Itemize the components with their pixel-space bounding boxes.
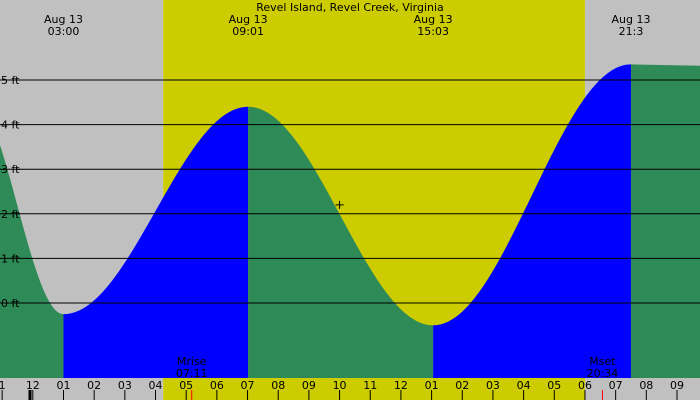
x-tick-label: 08 — [639, 379, 653, 392]
extreme-time-label: 09:01 — [232, 25, 264, 38]
x-tick-label: 01 — [56, 379, 70, 392]
extreme-time-label: 15:03 — [417, 25, 449, 38]
y-tick-label: 4 ft — [1, 119, 20, 132]
moon-event-label: Mrise — [177, 355, 207, 368]
x-tick-label: 1 — [0, 379, 6, 392]
x-tick-label: 03 — [118, 379, 132, 392]
rising-tide-area — [433, 64, 631, 378]
rising-tide-area — [63, 106, 249, 378]
falling-tide-area — [630, 64, 700, 378]
label-layer: 0 ft1 ft2 ft3 ft4 ft5 ft1 12 01 02 03 04 05 06 0… — [0, 13, 684, 392]
x-tick-label: 07 — [609, 379, 623, 392]
x-tick-label: 11 — [363, 379, 377, 392]
extreme-time-label: 21:3 — [619, 25, 644, 38]
x-tick-label: 02 — [455, 379, 469, 392]
chart-title: Revel Island, Revel Creek, Virginia — [256, 1, 444, 14]
x-tick-label: 09 — [302, 379, 316, 392]
extreme-date-label: Aug 13 — [229, 13, 268, 26]
x-tick-label: 04 — [517, 379, 531, 392]
x-tick-label: 01 — [425, 379, 439, 392]
x-tick-label: 06 — [578, 379, 592, 392]
x-tick-label: 09 — [670, 379, 684, 392]
x-tick-label: 02 — [87, 379, 101, 392]
y-tick-label: 0 ft — [1, 297, 20, 310]
x-tick-label: 07 — [241, 379, 255, 392]
moon-event-label: Mset — [589, 355, 616, 368]
x-tick-label: 10 — [333, 379, 347, 392]
tide-area-layer — [0, 64, 700, 378]
x-tick-label: 04 — [149, 379, 163, 392]
extreme-date-label: Aug 13 — [414, 13, 453, 26]
extreme-time-label: 03:00 — [48, 25, 80, 38]
moon-event-time: 20:34 — [587, 367, 619, 380]
falling-tide-area — [248, 106, 434, 378]
x-tick-label: 12 — [26, 379, 40, 392]
grid-lines — [0, 79, 700, 400]
y-tick-label: 3 ft — [1, 163, 20, 176]
moon-event-time: 07:11 — [176, 367, 208, 380]
y-tick-label: 5 ft — [1, 74, 20, 87]
falling-tide-area — [0, 145, 64, 378]
y-tick-label: 1 ft — [1, 252, 20, 265]
x-tick-label: 05 — [547, 379, 561, 392]
x-tick-label: 05 — [179, 379, 193, 392]
x-tick-label: 03 — [486, 379, 500, 392]
extreme-date-label: Aug 13 — [611, 13, 650, 26]
x-tick-label: 08 — [271, 379, 285, 392]
extreme-date-label: Aug 13 — [44, 13, 83, 26]
x-tick-label: 12 — [394, 379, 408, 392]
y-tick-label: 2 ft — [1, 208, 20, 221]
x-tick-label: 06 — [210, 379, 224, 392]
